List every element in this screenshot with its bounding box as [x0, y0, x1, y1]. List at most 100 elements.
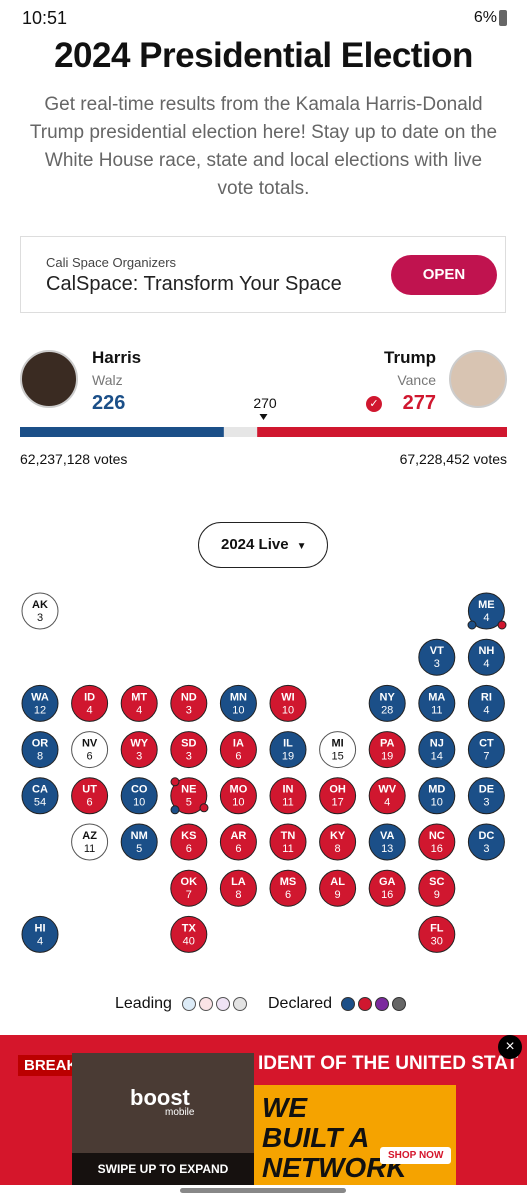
ad-brand: boost — [130, 1085, 190, 1110]
state-circle — [269, 731, 307, 769]
state-code: AL — [330, 876, 345, 888]
state-circle — [467, 592, 505, 630]
state-code: UT — [82, 784, 97, 796]
state-votes: 8 — [235, 889, 241, 901]
state-votes: 3 — [186, 751, 192, 763]
banner-right: IDENT OF THE UNITED STAT — [258, 1053, 519, 1074]
state-circle — [418, 638, 456, 676]
state-code: KS — [181, 830, 196, 842]
state-votes: 10 — [431, 797, 443, 809]
state-code: ME — [478, 599, 495, 611]
state-votes: 5 — [186, 797, 192, 809]
state-votes: 16 — [431, 843, 443, 855]
state-circle — [71, 731, 109, 769]
state-votes: 4 — [483, 704, 489, 716]
ad-headline: CalSpace: Transform Your Space — [46, 273, 342, 295]
state-circle — [219, 777, 257, 815]
state-votes: 7 — [483, 751, 489, 763]
state-circle — [71, 777, 109, 815]
state-code: RI — [481, 691, 492, 703]
state-code: MT — [131, 691, 147, 703]
state-circle — [269, 777, 307, 815]
state-circle — [170, 777, 208, 815]
state-votes: 4 — [384, 797, 390, 809]
state-votes: 6 — [235, 751, 241, 763]
state-circle — [269, 684, 307, 722]
state-votes: 3 — [434, 658, 440, 670]
ad-close[interactable]: × — [498, 1035, 522, 1059]
state-circle — [170, 731, 208, 769]
state-votes: 4 — [483, 658, 489, 670]
legend-dot — [199, 997, 213, 1011]
state-circle — [21, 731, 59, 769]
trump-vp: Vance — [397, 372, 436, 388]
winner-check: ✓ — [366, 396, 382, 412]
trump-bar — [257, 427, 507, 437]
trump-photo — [449, 350, 507, 408]
state-code: TX — [182, 922, 197, 934]
district-dot — [497, 620, 507, 630]
state-code: ND — [181, 691, 197, 703]
district-dot — [467, 620, 477, 630]
state-circle — [219, 731, 257, 769]
state-circle — [368, 777, 406, 815]
harris-vp: Walz — [92, 372, 123, 388]
state-circle — [319, 823, 357, 861]
harris-popular: 62,237,128 votes — [20, 451, 128, 467]
state-circle — [467, 777, 505, 815]
status-battery: 6% — [473, 9, 497, 26]
state-code: NC — [429, 830, 445, 842]
state-circle — [418, 684, 456, 722]
bottom-ad[interactable]: BREAK IDENT OF THE UNITED STAT boost mob… — [0, 1035, 527, 1185]
state-code: MO — [230, 784, 248, 796]
state-votes: 6 — [285, 889, 291, 901]
state-votes: 3 — [483, 843, 489, 855]
state-code: OK — [181, 876, 198, 888]
ad-button[interactable]: OPEN — [391, 255, 497, 295]
district-dot — [170, 805, 180, 815]
state-circle — [418, 823, 456, 861]
state-code: NY — [380, 691, 396, 703]
state-votes: 8 — [37, 751, 43, 763]
state-circle — [467, 684, 505, 722]
dropdown-caret: ▼ — [296, 541, 307, 552]
state-code: ID — [84, 691, 95, 703]
state-votes: 10 — [232, 704, 244, 716]
state-circle — [269, 823, 307, 861]
state-code: LA — [231, 876, 246, 888]
state-votes: 10 — [282, 704, 294, 716]
state-code: WA — [31, 691, 49, 703]
state-code: MD — [428, 784, 445, 796]
district-dot — [170, 777, 180, 787]
banner-left: BREAK — [18, 1055, 84, 1076]
ad-expand[interactable]: SWIPE UP TO EXPAND — [72, 1153, 254, 1185]
state-circle — [319, 731, 357, 769]
state-code: NE — [181, 784, 196, 796]
state-votes: 6 — [87, 751, 93, 763]
state-circle — [467, 638, 505, 676]
state-votes: 3 — [186, 704, 192, 716]
state-code: CA — [32, 784, 48, 796]
state-circle — [368, 684, 406, 722]
state-votes: 4 — [37, 935, 43, 947]
state-circle — [120, 731, 158, 769]
harris-name: Harris — [92, 348, 142, 367]
state-votes: 17 — [331, 797, 343, 809]
state-votes: 12 — [34, 704, 46, 716]
ad-cta[interactable]: SHOP NOW — [380, 1147, 452, 1164]
state-code: AK — [32, 599, 48, 611]
state-votes: 4 — [136, 704, 142, 716]
state-code: SD — [181, 738, 196, 750]
state-votes: 15 — [331, 751, 343, 763]
state-code: TN — [281, 830, 296, 842]
state-code: NJ — [430, 738, 444, 750]
status-time: 10:51 — [22, 8, 68, 28]
ad-box[interactable]: Cali Space Organizers CalSpace: Transfor… — [20, 236, 506, 313]
state-code: DE — [479, 784, 494, 796]
state-circle — [368, 823, 406, 861]
year-dropdown[interactable]: 2024 Live ▼ — [198, 522, 328, 568]
state-map: AK3ME4VT3NH4WA12ID4MT4ND3MN10WI10NY28MA1… — [21, 592, 507, 953]
state-circle — [219, 684, 257, 722]
legend-dot — [375, 997, 389, 1011]
ad-brand-sub: mobile — [165, 1107, 195, 1118]
